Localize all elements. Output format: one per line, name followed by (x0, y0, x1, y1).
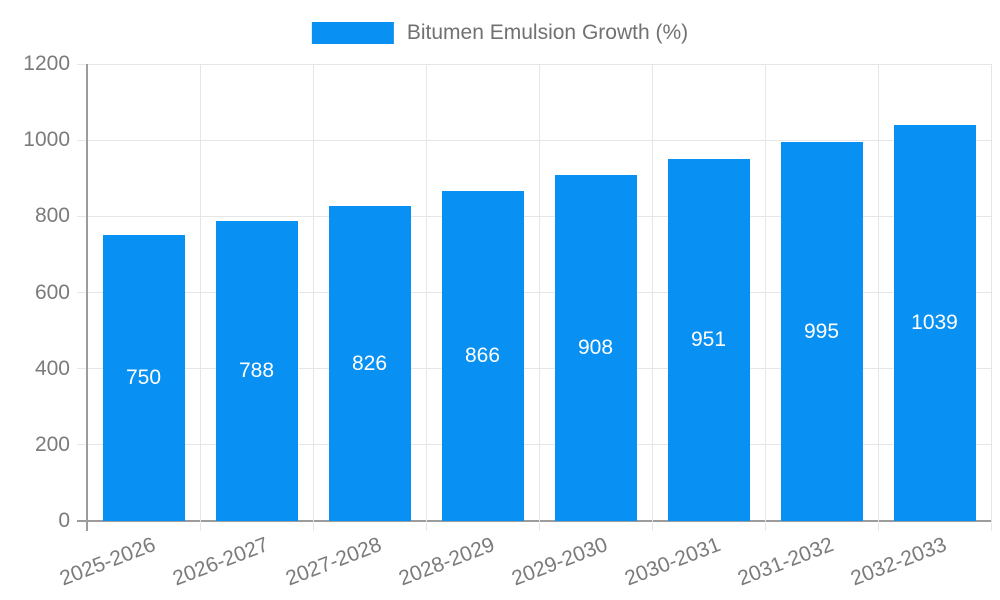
x-tick-label: 2027-2028 (282, 533, 385, 591)
gridline-x (425, 64, 427, 531)
gridline-x (990, 64, 992, 531)
x-tick-label: 2031-2032 (734, 533, 837, 591)
bar[interactable] (893, 125, 976, 521)
bar[interactable] (554, 175, 637, 521)
bar[interactable] (328, 206, 411, 521)
y-tick-label: 800 (34, 204, 70, 228)
gridline-x (764, 64, 766, 531)
gridline-x (199, 64, 201, 531)
x-tick-label: 2026-2027 (169, 533, 272, 591)
gridline-y (77, 444, 991, 446)
bar[interactable] (441, 191, 524, 521)
gridline-x (877, 64, 879, 531)
legend-item[interactable]: Bitumen Emulsion Growth (%) (311, 21, 689, 45)
y-tick-label: 200 (34, 432, 70, 456)
gridline-x (651, 64, 653, 531)
y-tick-label: 0 (58, 509, 70, 532)
bar[interactable] (215, 220, 298, 521)
x-tick-label: 2030-2031 (621, 533, 724, 591)
gridline-y (77, 215, 991, 217)
bar[interactable] (102, 235, 185, 521)
x-axis-line (77, 520, 991, 522)
bar[interactable] (780, 142, 863, 521)
x-tick-label: 2025-2026 (56, 533, 159, 591)
gridline-y (77, 139, 991, 141)
gridline-x (312, 64, 314, 531)
legend-label: Bitumen Emulsion Growth (%) (406, 21, 689, 44)
gridline-y (77, 63, 991, 65)
y-tick-label: 600 (34, 280, 70, 304)
gridline-x (538, 64, 540, 531)
x-tick-label: 2032-2033 (847, 533, 950, 591)
gridline-y (77, 368, 991, 370)
gridline-y (77, 292, 991, 293)
legend-swatch (311, 22, 394, 44)
y-tick-label: 400 (34, 356, 70, 380)
x-tick-label: 2028-2029 (395, 533, 498, 591)
bar[interactable] (667, 158, 750, 521)
y-tick-label: 1200 (23, 52, 70, 75)
x-tick-label: 2029-2030 (508, 533, 611, 591)
y-tick-label: 1000 (23, 128, 70, 152)
y-axis-line (86, 64, 88, 531)
